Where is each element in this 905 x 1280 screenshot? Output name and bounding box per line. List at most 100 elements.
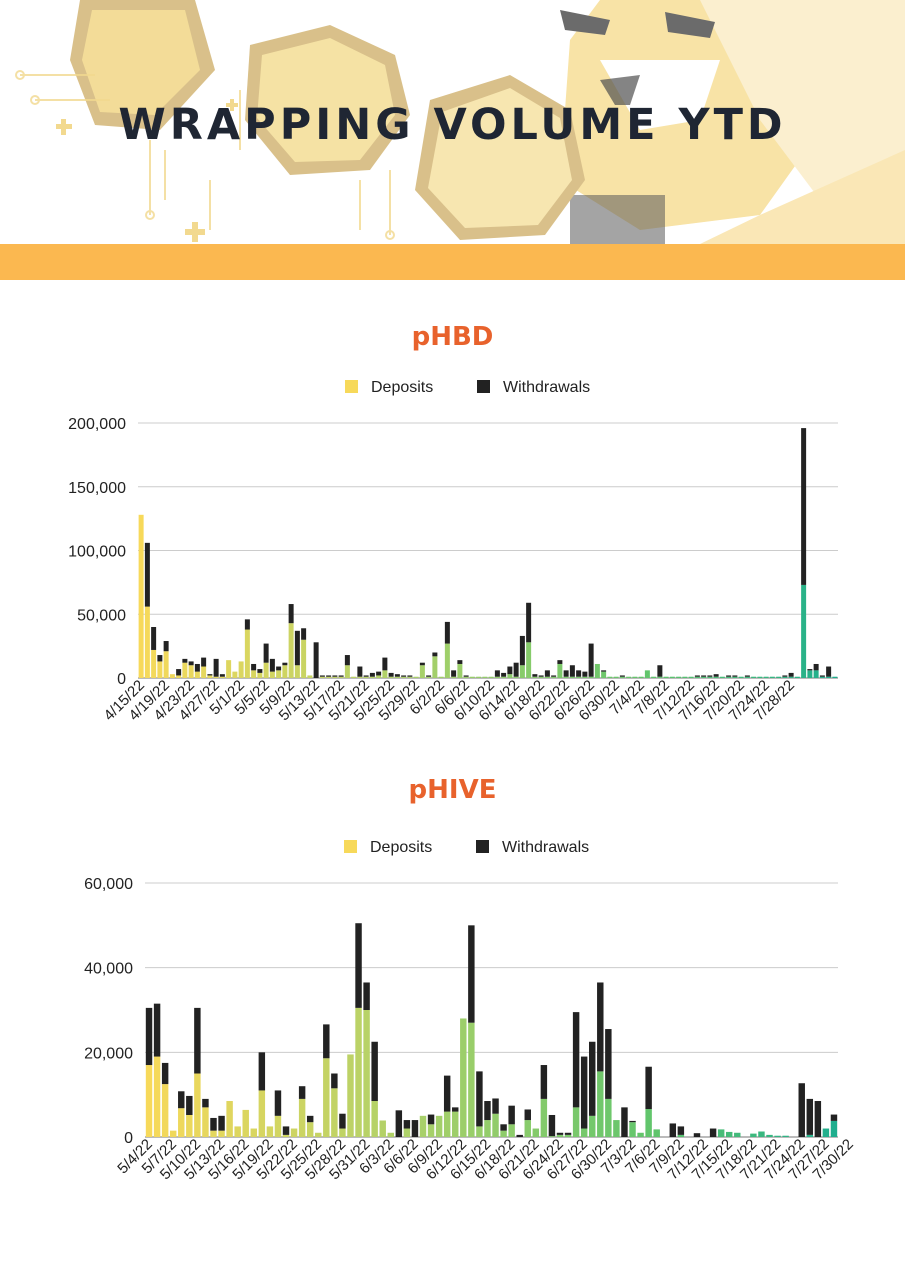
phbd-deposit-bar	[351, 676, 357, 678]
phive-deposit-bar	[597, 1071, 604, 1137]
phive-deposit-bar	[613, 1120, 620, 1137]
phive-deposit-bar	[725, 1131, 733, 1137]
y-tick-label: 200,000	[68, 416, 126, 433]
y-tick-label: 50,000	[77, 607, 126, 624]
phive-deposit-bar	[500, 1130, 507, 1137]
phbd-deposit-bar	[388, 676, 394, 678]
phbd-withdrawal-bar	[513, 662, 519, 677]
phive-deposit-bar	[645, 1109, 652, 1137]
phive-deposit-bar	[169, 1130, 177, 1137]
phbd-withdrawal-bar	[657, 665, 663, 677]
phive-deposit-bar	[258, 1090, 266, 1137]
phbd-deposit-bar	[638, 676, 644, 678]
phbd-deposit-bar	[301, 639, 307, 678]
phbd-deposit-bar	[363, 676, 369, 678]
phbd-deposit-bar	[732, 676, 738, 678]
phive-deposit-bar	[822, 1128, 830, 1137]
phive-chart: Deposits Withdrawals020,00040,00060,0005/…	[84, 839, 857, 1183]
phive-deposit-bar	[178, 1108, 185, 1137]
phbd-withdrawal-bar	[294, 630, 300, 666]
phive-withdrawal-bar	[306, 1115, 314, 1123]
phbd-deposit-bar	[244, 629, 250, 678]
phive-deposit-bar	[766, 1134, 773, 1137]
phive-withdrawal-bar	[161, 1062, 169, 1085]
phive-withdrawal-bar	[178, 1091, 185, 1109]
phive-deposit-bar	[226, 1101, 233, 1137]
phbd-deposit-bar	[776, 676, 782, 678]
phive-deposit-bar	[548, 1136, 556, 1137]
phbd-deposit-bar	[269, 671, 275, 678]
phbd-deposit-bar	[344, 665, 350, 678]
phive-withdrawal-bar	[218, 1115, 225, 1131]
phbd-deposit-bar	[494, 676, 500, 678]
phbd-withdrawal-bar	[363, 675, 369, 677]
orange-band	[0, 244, 905, 280]
y-tick-label: 60,000	[84, 876, 133, 893]
phive-withdrawal-bar	[298, 1086, 306, 1099]
phive-deposit-bar	[734, 1132, 741, 1137]
phbd-deposit-bar	[432, 656, 438, 678]
header-banner: WRAPPING VOLUME YTD	[0, 0, 905, 244]
phive-withdrawal-bar	[452, 1107, 459, 1112]
phbd-deposit-bar	[426, 676, 432, 678]
phive-deposit-bar	[282, 1134, 290, 1137]
y-tick-label: 150,000	[68, 480, 126, 497]
phbd-withdrawal-bar	[419, 662, 425, 666]
phbd-withdrawal-bar	[457, 660, 463, 664]
phive-withdrawal-bar	[411, 1120, 419, 1137]
phbd-withdrawal-bar	[526, 602, 532, 643]
phbd-withdrawal-bar	[444, 621, 450, 644]
phbd-deposit-bar	[757, 676, 763, 678]
phive-deposit-bar	[564, 1134, 572, 1137]
phive-deposit-bar	[186, 1114, 193, 1137]
phbd-withdrawal-bar	[601, 670, 607, 672]
phbd-withdrawal-bar	[388, 672, 394, 677]
phbd-withdrawal-bar	[826, 666, 832, 677]
phive-deposit-bar	[572, 1107, 580, 1137]
phbd-withdrawal-bar	[744, 675, 750, 677]
phive-withdrawal-bar	[282, 1126, 290, 1135]
phbd-withdrawal-bar	[219, 674, 225, 677]
phbd-deposit-bar	[138, 514, 144, 678]
phive-deposit-bar	[750, 1133, 757, 1137]
phbd-withdrawal-bar	[582, 671, 588, 677]
phbd-withdrawal-bar	[251, 663, 257, 671]
phbd-withdrawal-bar	[382, 657, 388, 671]
phbd-withdrawal-bar	[263, 643, 269, 663]
phive-deposit-bar	[452, 1111, 459, 1137]
phbd-deposit-bar	[519, 665, 525, 678]
phive-withdrawal-bar	[508, 1105, 515, 1125]
phbd-withdrawal-bar	[451, 670, 457, 677]
phbd-deposit-bar	[601, 671, 607, 678]
phive-deposit-bar	[331, 1088, 338, 1137]
phbd-deposit-bar	[338, 676, 344, 678]
phbd-deposit-bar	[782, 676, 788, 678]
phbd-withdrawal-bar	[619, 675, 625, 677]
y-tick-label: 0	[124, 1130, 133, 1147]
phive-withdrawal-bar	[589, 1041, 596, 1116]
phbd-deposit-bar	[751, 676, 757, 678]
phive-withdrawal-bar	[709, 1128, 717, 1137]
phive-deposit-bar	[580, 1128, 588, 1137]
phbd-withdrawal-bar	[426, 675, 432, 677]
phbd-withdrawal-bar	[507, 666, 513, 675]
y-tick-label: 40,000	[84, 961, 133, 978]
phbd-withdrawal-bar	[576, 670, 582, 677]
page-title: WRAPPING VOLUME YTD	[118, 100, 787, 150]
phbd-deposit-bar	[213, 676, 219, 678]
phbd-withdrawal-bar	[344, 655, 350, 666]
phive-withdrawal-bar	[363, 982, 370, 1010]
phive-withdrawal-bar	[427, 1114, 435, 1125]
phbd-withdrawal-bar	[376, 671, 382, 676]
phive-deposit-bar	[153, 1056, 161, 1137]
phive-deposit-bar	[339, 1128, 346, 1137]
phive-deposit-bar	[677, 1134, 685, 1137]
phbd-deposit-bar	[376, 675, 382, 678]
phive-withdrawal-bar	[403, 1120, 411, 1129]
phive-withdrawal-bar	[484, 1101, 491, 1121]
phbd-deposit-bar	[632, 676, 638, 678]
phive-withdrawal-bar	[798, 1083, 805, 1137]
chart-title-phive: pHIVE	[408, 775, 497, 805]
phive-withdrawal-bar	[476, 1071, 483, 1127]
phive-deposit-bar	[774, 1135, 781, 1137]
